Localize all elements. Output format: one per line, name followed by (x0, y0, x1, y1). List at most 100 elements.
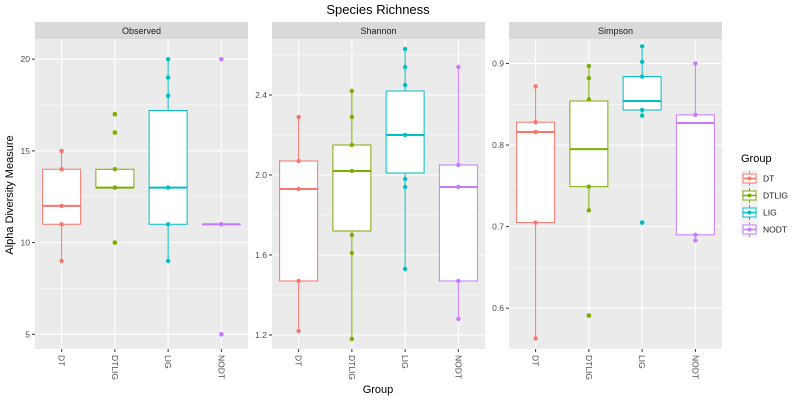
data-point (402, 82, 408, 88)
data-point (112, 185, 118, 190)
y-tick-label: 10 (21, 238, 31, 248)
data-point (586, 97, 592, 102)
data-point (693, 112, 698, 118)
data-point (402, 132, 408, 138)
boxplot-nodt (201, 56, 241, 337)
boxplot-dtlig (332, 88, 372, 342)
box-iqr (332, 144, 372, 232)
data-point (349, 250, 355, 256)
legend-item-label: LIG (763, 208, 777, 218)
y-tick-label: 1.2 (255, 330, 267, 340)
data-point (533, 336, 538, 341)
y-tick-label: 15 (21, 146, 31, 156)
boxplot-dtlig (569, 63, 609, 318)
boxplot-lig (622, 44, 662, 225)
legend-item-nodt: NODT (741, 221, 787, 238)
y-tick-label: 0.9 (492, 58, 504, 68)
x-axis-label: Group (363, 384, 394, 396)
box-iqr (516, 121, 556, 224)
data-point (219, 332, 224, 337)
box-iqr (438, 164, 478, 282)
y-tick-label: 0.8 (492, 140, 504, 150)
data-point (533, 129, 538, 135)
facet-strip-label: Observed (122, 26, 161, 36)
y-tick-label: 2.0 (255, 170, 267, 180)
data-point (349, 142, 355, 148)
data-point (639, 113, 645, 118)
y-tick-label: 2.4 (255, 90, 267, 100)
data-point (586, 184, 592, 189)
x-tick-label: LIG (400, 355, 410, 369)
data-point (59, 222, 64, 227)
data-point (59, 167, 64, 172)
legend-item-label: DT (763, 174, 774, 184)
data-point (219, 222, 224, 227)
x-tick-label: LIG (163, 355, 173, 369)
data-point (533, 84, 538, 89)
data-point (165, 56, 171, 62)
data-point (402, 266, 408, 272)
data-point (112, 112, 118, 117)
data-point (112, 130, 118, 135)
boxplot-nodt (675, 61, 715, 243)
legend-item-label: NODT (763, 225, 787, 235)
x-tick-label: DT (294, 355, 304, 366)
legend-item-dt: DT (741, 170, 774, 187)
y-tick-label: 1.6 (255, 250, 267, 260)
y-tick-label: 20 (21, 54, 31, 64)
data-point (639, 220, 645, 225)
data-point (533, 120, 538, 125)
data-point (112, 240, 118, 245)
data-point (586, 208, 592, 213)
data-point (456, 64, 461, 70)
data-point (296, 114, 301, 120)
boxplot-nodt (438, 64, 478, 322)
data-point (349, 168, 355, 174)
x-tick-label: NODT (453, 355, 463, 379)
x-tick-label: DTLIG (347, 355, 357, 380)
facet-strip (509, 22, 722, 39)
data-point (586, 313, 592, 318)
legend-title: Group (741, 153, 772, 165)
y-tick-label: 0.7 (492, 222, 504, 232)
boxplot-dt (516, 84, 556, 341)
data-point (349, 88, 355, 94)
x-tick-label: NODT (216, 355, 226, 379)
data-point (639, 44, 645, 49)
box-iqr (95, 168, 135, 189)
box-iqr (385, 90, 425, 174)
data-point (639, 59, 645, 65)
data-point (349, 336, 355, 342)
data-point (639, 107, 645, 113)
legend-item-dtlig: DTLIG (741, 187, 788, 204)
box-iqr (42, 168, 82, 225)
x-tick-label: DT (57, 355, 67, 366)
facet-panel-simpson: Simpson 0.6 0.7 0.8 0.9 DT DTLIG LIG NODT (492, 22, 722, 380)
facet-panel-observed: Observed 5 10 15 20 DT DTLIG LIG NODT (21, 22, 248, 380)
legend-item-label: DTLIG (763, 191, 788, 201)
boxplot-dt (42, 148, 82, 264)
data-point (349, 114, 355, 120)
boxplot-lig (148, 56, 188, 264)
facet-strip (272, 22, 485, 39)
data-point (296, 186, 301, 192)
data-point (59, 258, 64, 264)
chart-title: Species Richness (326, 2, 430, 17)
data-point (165, 222, 171, 227)
data-point (112, 167, 118, 172)
data-point (165, 93, 171, 99)
y-tick-label: 5 (25, 329, 30, 339)
box-iqr (148, 110, 188, 225)
y-axis-label: Alpha Diversity Measure (4, 135, 16, 254)
legend-key-point (747, 176, 752, 181)
x-tick-label: DTLIG (110, 355, 120, 380)
data-point (456, 162, 461, 168)
data-point (693, 232, 698, 237)
facet-strip-label: Shannon (360, 26, 396, 36)
x-tick-label: DT (531, 355, 541, 366)
legend-items: DT DTLIG LIG NODT (741, 170, 788, 238)
x-tick-label: DTLIG (584, 355, 594, 380)
legend-key-point (747, 193, 752, 198)
